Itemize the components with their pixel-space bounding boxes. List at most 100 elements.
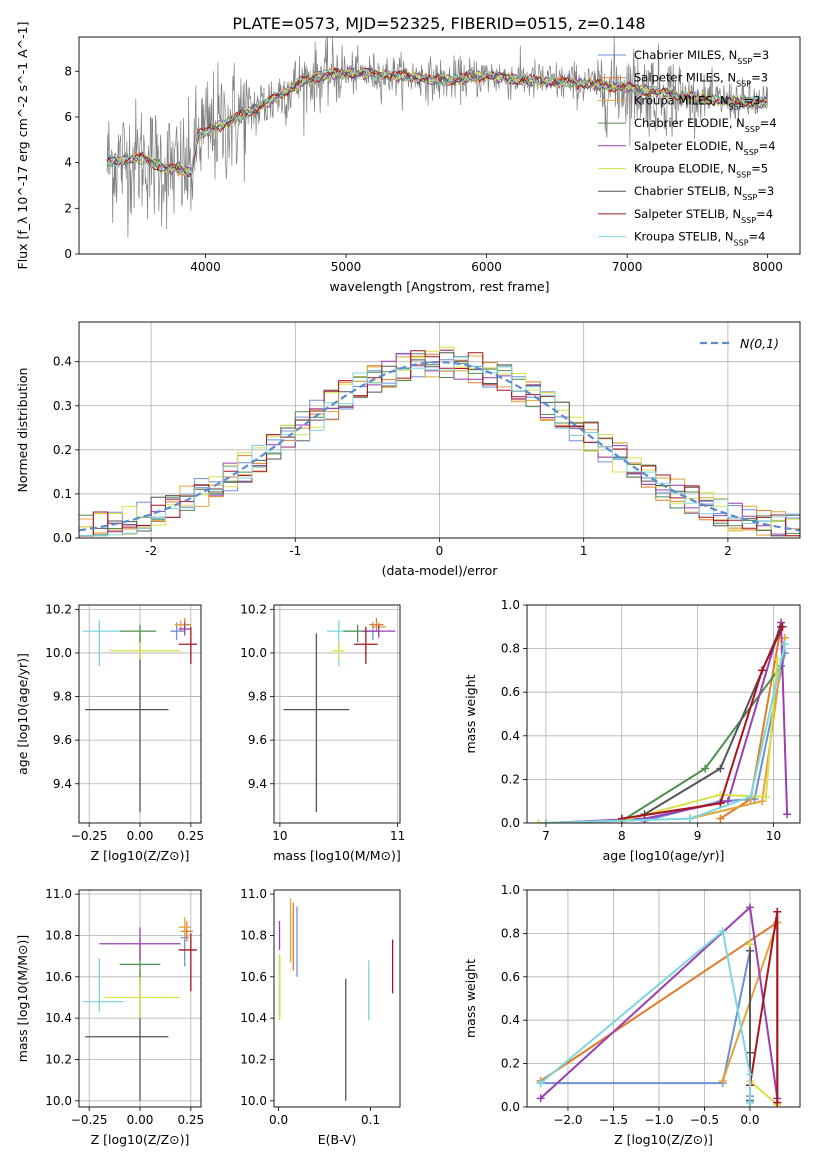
plot-area-spectrum	[106, 37, 769, 238]
y-axis-label: mass weight	[463, 959, 478, 1038]
x-tick-label: −1.5	[599, 1113, 628, 1127]
chart-z-weight: −2.0 −1.5 −1.0 −0.5 0.0 0.0 0.2 0.4 0.6 0.8 1.0 Z […	[463, 883, 801, 1147]
weight-marker	[778, 622, 787, 631]
y-tick-label: 10.2	[240, 1052, 267, 1066]
plot-area-z-weight	[536, 903, 782, 1107]
x-axis-label: mass [log10(M/M⊙)]	[273, 848, 401, 863]
weight-marker	[745, 946, 754, 955]
weight-marker	[541, 819, 550, 823]
weight-marker	[716, 814, 725, 823]
y-tick-label: 10.8	[240, 928, 267, 942]
weight-marker	[716, 764, 725, 773]
x-axis-label: age [log10(age/yr)]	[603, 848, 725, 863]
legend-subscript: SSP	[745, 125, 760, 134]
legend-nssp: =3	[757, 184, 774, 198]
weight-marker	[745, 1070, 754, 1079]
y-tick-label: 10.4	[45, 1011, 72, 1025]
y-tick-label: 10.6	[240, 970, 267, 984]
y-tick-label: 0.2	[501, 772, 520, 786]
axes-frame	[78, 604, 202, 824]
x-tick-label: 2	[724, 544, 732, 558]
y-tick-label: 1.0	[501, 598, 520, 612]
y-tick-label: 0.2	[501, 1057, 520, 1071]
weight-marker	[718, 1076, 727, 1085]
y-tick-label: 9.6	[53, 733, 72, 747]
chart-spectrum: 4000 5000 6000 7000 8000 0 2 4 6 8 wavelength [Ang…	[15, 22, 801, 294]
legend-entry: Chabrier ELODIE, NSSP=4	[634, 116, 777, 134]
x-tick-label: 0	[436, 544, 444, 558]
y-tick-label: 10.0	[240, 1094, 267, 1108]
legend-entry: Kroupa ELODIE, NSSP=5	[634, 162, 768, 180]
legend-nssp: =4	[756, 207, 773, 221]
weight-marker	[783, 810, 792, 819]
legend-subscript: SSP	[729, 102, 744, 111]
x-tick-label: 0.25	[177, 1113, 204, 1127]
x-tick-label: 0.00	[127, 829, 154, 843]
y-tick-label: 0.3	[53, 399, 72, 413]
x-tick-label: 10	[766, 829, 781, 843]
x-tick-label: -2	[145, 544, 157, 558]
x-tick-label: 8000	[752, 260, 783, 274]
chart-z-age: −0.25 0.00 0.25 9.4 9.6 9.8 10.0 10.2 Z [log10(Z…	[15, 602, 204, 863]
x-tick-label: 10	[272, 829, 287, 843]
plot-area-mass-age	[283, 618, 396, 813]
plot-area-residual-hist	[79, 346, 800, 537]
y-tick-label: 10.8	[45, 928, 72, 942]
y-axis-label: mass weight	[463, 674, 478, 753]
legend-subscript: SSP	[734, 238, 749, 247]
y-tick-label: 2	[64, 201, 72, 215]
y-tick-label: 9.6	[248, 733, 267, 747]
y-axis-label: age [log10(age/yr)]	[15, 653, 30, 775]
weight-marker	[780, 640, 789, 649]
spectrum-legend: Chabrier MILES, NSSP=3 Salpeter MILES, NS…	[598, 48, 777, 247]
y-tick-label: 10.6	[45, 970, 72, 984]
y-axis-label: Flux [f_λ 10^-17 erg cm^-2 s^-1 A^-1]	[15, 22, 30, 270]
weight-series-line	[749, 944, 778, 1106]
legend-nssp: =3	[751, 71, 768, 85]
legend-entry: N(0,1)	[740, 336, 779, 351]
y-tick-label: 0.0	[53, 531, 72, 545]
x-tick-label: −0.5	[690, 1113, 719, 1127]
normal-reference-curve	[79, 360, 800, 532]
y-tick-label: 0.0	[501, 816, 520, 830]
weight-marker	[758, 666, 767, 675]
weight-series-line	[540, 950, 751, 1097]
y-tick-label: 0	[64, 247, 72, 261]
legend-entry: Salpeter ELODIE, NSSP=4	[634, 139, 776, 157]
y-tick-label: 8	[64, 64, 72, 78]
axes-frame	[78, 36, 801, 255]
y-tick-label: 9.4	[53, 777, 72, 791]
weight-marker	[536, 1094, 545, 1103]
chart-mass-age: 10 11 9.4 9.6 9.8 10.0 10.2 mass [log10(M/M⊙)]	[240, 602, 405, 863]
y-tick-label: 0.0	[501, 1100, 520, 1114]
weight-marker	[745, 903, 754, 912]
axes-frame	[273, 889, 401, 1108]
x-tick-label: −2.0	[553, 1113, 582, 1127]
weight-marker	[686, 814, 695, 823]
y-tick-label: 0.6	[501, 970, 520, 984]
y-tick-label: 10.2	[240, 602, 267, 616]
y-tick-label: 10.4	[240, 1011, 267, 1025]
y-tick-label: 10.2	[45, 1052, 72, 1066]
x-tick-label: 1	[580, 544, 588, 558]
legend-entry: Salpeter MILES, NSSP=3	[634, 71, 768, 89]
legend-nssp: =3	[744, 93, 761, 107]
weight-series-line	[643, 626, 782, 816]
model-spectrum-line	[106, 67, 767, 176]
weight-marker	[745, 1048, 754, 1057]
x-tick-label: 6000	[471, 260, 502, 274]
x-tick-label: 11	[390, 829, 405, 843]
y-axis-label: Normed distribution	[15, 368, 30, 493]
plot-area-z-age	[83, 618, 197, 813]
chart-ebv-mass: 0.0 0.1 10.0 10.2 10.4 10.6 10.8 11.0 E(B-V)	[240, 887, 401, 1147]
weight-marker	[534, 819, 543, 823]
legend-entry: Chabrier MILES, NSSP=3	[634, 48, 769, 66]
plot-area-z-mass	[83, 916, 197, 1101]
legend-nssp: =5	[751, 162, 768, 176]
model-spectrum-line	[106, 68, 768, 176]
weight-marker	[773, 655, 782, 664]
x-tick-label: 7000	[612, 260, 643, 274]
x-tick-label: 0.25	[177, 829, 204, 843]
y-tick-label: 10.0	[240, 646, 267, 660]
y-tick-label: 0.2	[53, 443, 72, 457]
